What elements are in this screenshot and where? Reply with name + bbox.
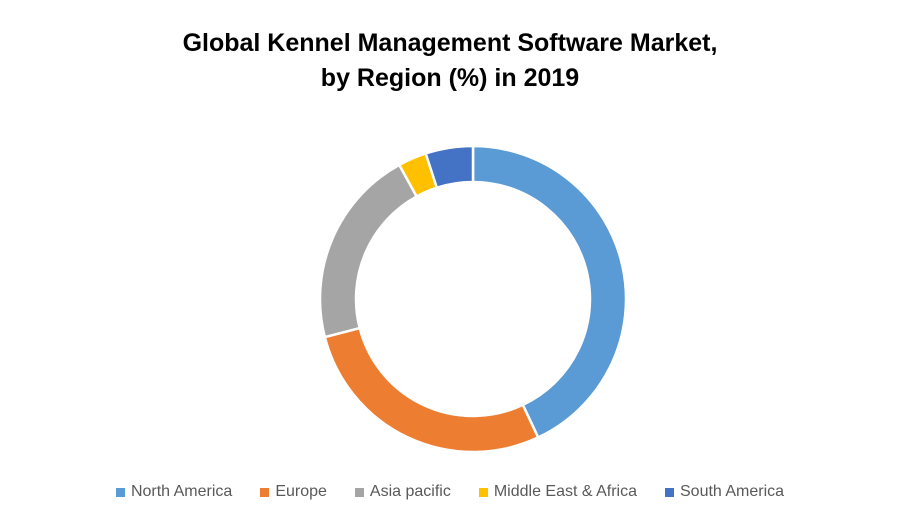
chart-title-line-1: Global Kennel Management Software Market…	[182, 29, 718, 57]
legend-label: South America	[680, 483, 785, 500]
donut-slice-north-america	[471, 144, 628, 440]
legend-item-south-america: South America	[665, 483, 784, 501]
legend-label: Europe	[275, 483, 327, 500]
legend-swatch	[354, 487, 364, 497]
donut-slice-asia-pacific	[318, 163, 419, 339]
legend-item-middle-east-africa: Middle East & Africa	[478, 483, 637, 501]
legend-item-north-america: North America	[115, 483, 233, 501]
donut-slice-south-america	[424, 144, 475, 190]
legend-label: Middle East & Africa	[493, 483, 637, 500]
chart-title: Global Kennel Management Software Market…	[0, 26, 900, 96]
legend-swatch	[478, 487, 488, 497]
legend-label: Asia pacific	[369, 483, 451, 500]
legend: North America Europe Asia pacific Middle Ea…	[0, 483, 900, 501]
legend-swatch	[260, 487, 270, 497]
chart-title-line-2: by Region (%) in 2019	[320, 64, 580, 92]
legend-label: North America	[130, 483, 233, 500]
legend-item-europe: Europe	[260, 483, 327, 501]
donut-slice-europe	[323, 326, 540, 454]
legend-swatch	[665, 487, 674, 497]
legend-swatch	[115, 487, 125, 497]
legend-item-asia-pacific: Asia pacific	[354, 483, 451, 501]
